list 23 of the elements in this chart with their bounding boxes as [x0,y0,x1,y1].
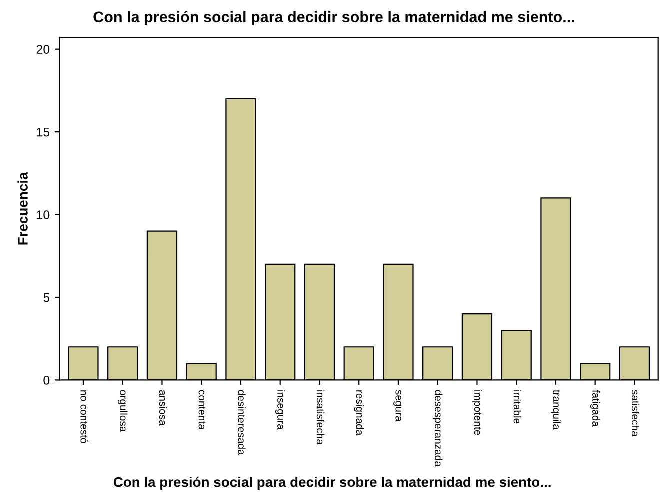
chart-title: Con la presión social para decidir sobre la maternidad me siento... [94,11,574,26]
x-axis-title: Con la presión social para decidir sobre la maternidad me siento... [114,476,551,490]
y-tick-label: 0 [44,376,50,385]
x-tick-label: no contestó [80,390,88,444]
x-tick-label: irritable [514,390,522,424]
x-tick-label: desinteresada [238,390,246,456]
y-tick-label: 20 [36,45,50,54]
x-tick-label: contenta [198,390,206,430]
x-tick-label: resignada [354,390,364,436]
x-tick-label: orgullosa [118,390,128,432]
x-tick-label: insegura [275,390,286,430]
x-tick-label: impotente [472,390,482,436]
x-tick-label: ansiosa [159,390,168,426]
x-tick-label: segura [394,390,402,422]
y-tick-label: 10 [37,210,50,220]
x-tick-label: desesperanzada [432,390,443,467]
x-tick-label: fatigada [590,390,600,427]
y-tick-label: 15 [37,128,50,137]
x-tick-label: insatisfecha [316,390,325,445]
y-tick-label: 5 [44,293,50,302]
x-tick-label: tranquila [551,390,561,430]
x-tick-label: satisfecha [632,390,640,437]
y-axis-title: Frecuencia [18,172,28,245]
